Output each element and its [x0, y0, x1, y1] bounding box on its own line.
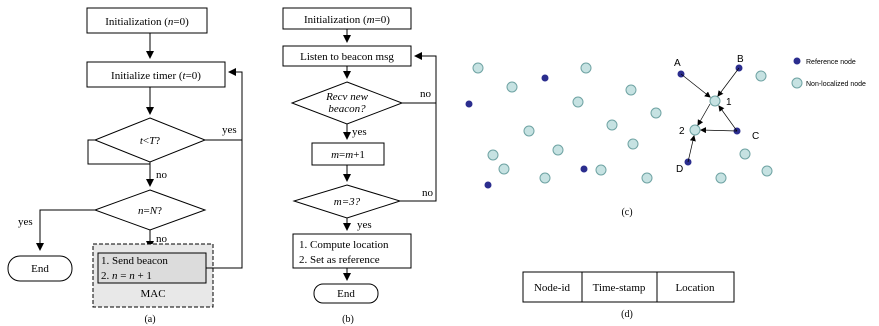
b-compute-box [292, 233, 412, 269]
non-localized-node [523, 125, 535, 137]
non-localized-node [572, 96, 584, 108]
b-caption: (b) [342, 314, 354, 325]
legend-nonlocalized-swatch [791, 77, 803, 89]
non-localized-node [595, 164, 607, 176]
reference-node [484, 181, 492, 189]
b-incr-box [311, 142, 385, 166]
non-localized-node [472, 62, 484, 74]
label-2: 2 [679, 126, 685, 137]
legend-reference-swatch [793, 57, 801, 65]
a-step2: 2. n = n + 1 [101, 270, 152, 282]
a-cond-t-text: t<T? [140, 135, 160, 147]
legend-reference-label: Reference node [806, 59, 856, 66]
non-localized-node [487, 149, 499, 161]
non-localized-node [539, 172, 551, 184]
non-localized-node [739, 148, 751, 160]
a-no-n: no [156, 233, 168, 245]
a-timer-text: Initialize timer (t=0) [111, 70, 201, 82]
a-caption: (a) [144, 314, 155, 325]
b-compute-text-1: 1. Compute location [299, 239, 389, 251]
non-localized-node [761, 165, 773, 177]
b-incr-text: m=m+1 [331, 149, 365, 161]
label-C: C [752, 131, 759, 142]
a-steps-box [97, 252, 207, 284]
a-timer-box [86, 61, 226, 88]
non-localized-nodes [472, 62, 773, 184]
non-localized-node [641, 172, 653, 184]
field-time-stamp [581, 271, 658, 303]
a-yes-t: yes [222, 124, 237, 136]
b-recv-text-1: Recv new [325, 91, 368, 103]
non-localized-node [506, 81, 518, 93]
b-yes-m: yes [357, 219, 372, 231]
flowchart-b-text: Initialization (m=0) Listen to beacon ms… [299, 14, 434, 325]
b-no-recv: no [420, 88, 432, 100]
c-caption: (c) [621, 207, 632, 218]
label-A: A [674, 58, 681, 69]
a-cond-n-text: n=N? [138, 205, 162, 217]
non-localized-node [650, 107, 662, 119]
b-cond-m-text: m=3? [334, 196, 361, 208]
reference-node [580, 165, 588, 173]
label-B: B [737, 54, 744, 65]
a-init-box [86, 7, 208, 34]
field-location [656, 271, 735, 303]
flowchart-a-text: Initialization (n=0) Initialize timer (t… [18, 16, 237, 325]
b-yes-recv: yes [352, 126, 367, 138]
label-1: 1 [726, 97, 732, 108]
a-yes-n: yes [18, 216, 33, 228]
field-node-id-label: Node-id [534, 282, 571, 294]
legend: Reference node Non-localized node [791, 57, 866, 89]
reference-node [541, 74, 549, 82]
non-localized-node [580, 62, 592, 74]
b-end-terminator [313, 283, 379, 304]
b-recv-text-2: beacon? [328, 103, 366, 115]
label-D: D [676, 164, 683, 175]
a-no-t: no [156, 169, 168, 181]
field-location-label: Location [675, 282, 715, 294]
non-localized-node [627, 138, 639, 150]
network-c: A B C D 1 2 Reference node Non-localized… [465, 54, 866, 218]
non-localized-node [625, 84, 637, 96]
flowchart-a [7, 7, 243, 308]
b-end-text: End [337, 288, 355, 300]
reference-node [465, 100, 473, 108]
a-end-terminator [7, 255, 73, 282]
non-localized-node [606, 119, 618, 131]
b-init-text: Initialization (m=0) [304, 14, 390, 26]
non-localized-node [498, 163, 510, 175]
d-caption: (d) [621, 309, 633, 320]
a-step1: 1. Send beacon [101, 255, 168, 267]
beacon-arrows [680, 67, 740, 163]
node-2 [689, 124, 701, 136]
b-listen-text: Listen to beacon msg [300, 51, 394, 63]
b-no-m: no [422, 187, 434, 199]
a-end-text: End [31, 263, 49, 275]
legend-nonlocalized-label: Non-localized node [806, 81, 866, 88]
a-mac-label: MAC [140, 288, 165, 300]
b-compute-text-2: 2. Set as reference [299, 254, 380, 266]
flowchart-b [282, 7, 437, 304]
field-time-stamp-label: Time-stamp [593, 282, 646, 294]
node-labels: A B C D 1 2 [674, 54, 759, 175]
node-1 [709, 95, 721, 107]
field-node-id [522, 271, 583, 303]
a-init-text: Initialization (n=0) [105, 16, 189, 28]
packet-format-d: Node-id Time-stamp Location (d) [522, 271, 735, 320]
non-localized-node [755, 70, 767, 82]
non-localized-node [552, 144, 564, 156]
non-localized-node [715, 172, 727, 184]
